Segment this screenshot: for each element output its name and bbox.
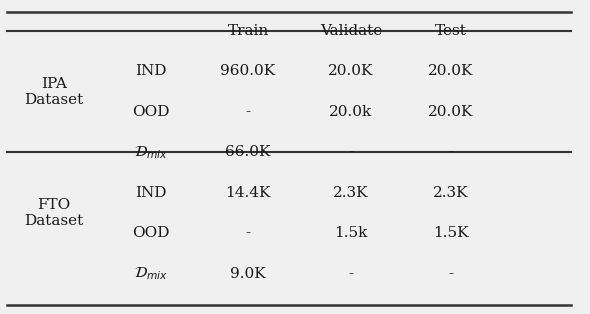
Text: -: - [348,145,353,160]
Text: $\mathcal{D}_{mix}$: $\mathcal{D}_{mix}$ [134,266,168,282]
Text: -: - [245,105,251,119]
Text: FTO
Dataset: FTO Dataset [25,198,84,228]
Text: 1.5K: 1.5K [433,226,468,241]
Text: 20.0K: 20.0K [428,105,473,119]
Text: OOD: OOD [132,105,170,119]
Text: 20.0k: 20.0k [329,105,372,119]
Text: 20.0K: 20.0K [428,64,473,78]
Text: -: - [245,226,251,241]
Text: OOD: OOD [132,226,170,241]
Text: 9.0K: 9.0K [230,267,266,281]
Text: -: - [448,267,453,281]
Text: 2.3K: 2.3K [433,186,468,200]
Text: Test: Test [435,24,467,38]
Text: 960.0K: 960.0K [221,64,276,78]
Text: 1.5k: 1.5k [334,226,368,241]
Text: -: - [348,267,353,281]
Text: IND: IND [135,64,167,78]
Text: $\mathcal{D}_{mix}$: $\mathcal{D}_{mix}$ [134,144,168,161]
Text: IND: IND [135,186,167,200]
Text: IPA
Dataset: IPA Dataset [25,77,84,107]
Text: 2.3K: 2.3K [333,186,369,200]
Text: 20.0K: 20.0K [328,64,373,78]
Text: Train: Train [227,24,268,38]
Text: 66.0K: 66.0K [225,145,271,160]
Text: -: - [448,145,453,160]
Text: Validate: Validate [320,24,382,38]
Text: 14.4K: 14.4K [225,186,271,200]
